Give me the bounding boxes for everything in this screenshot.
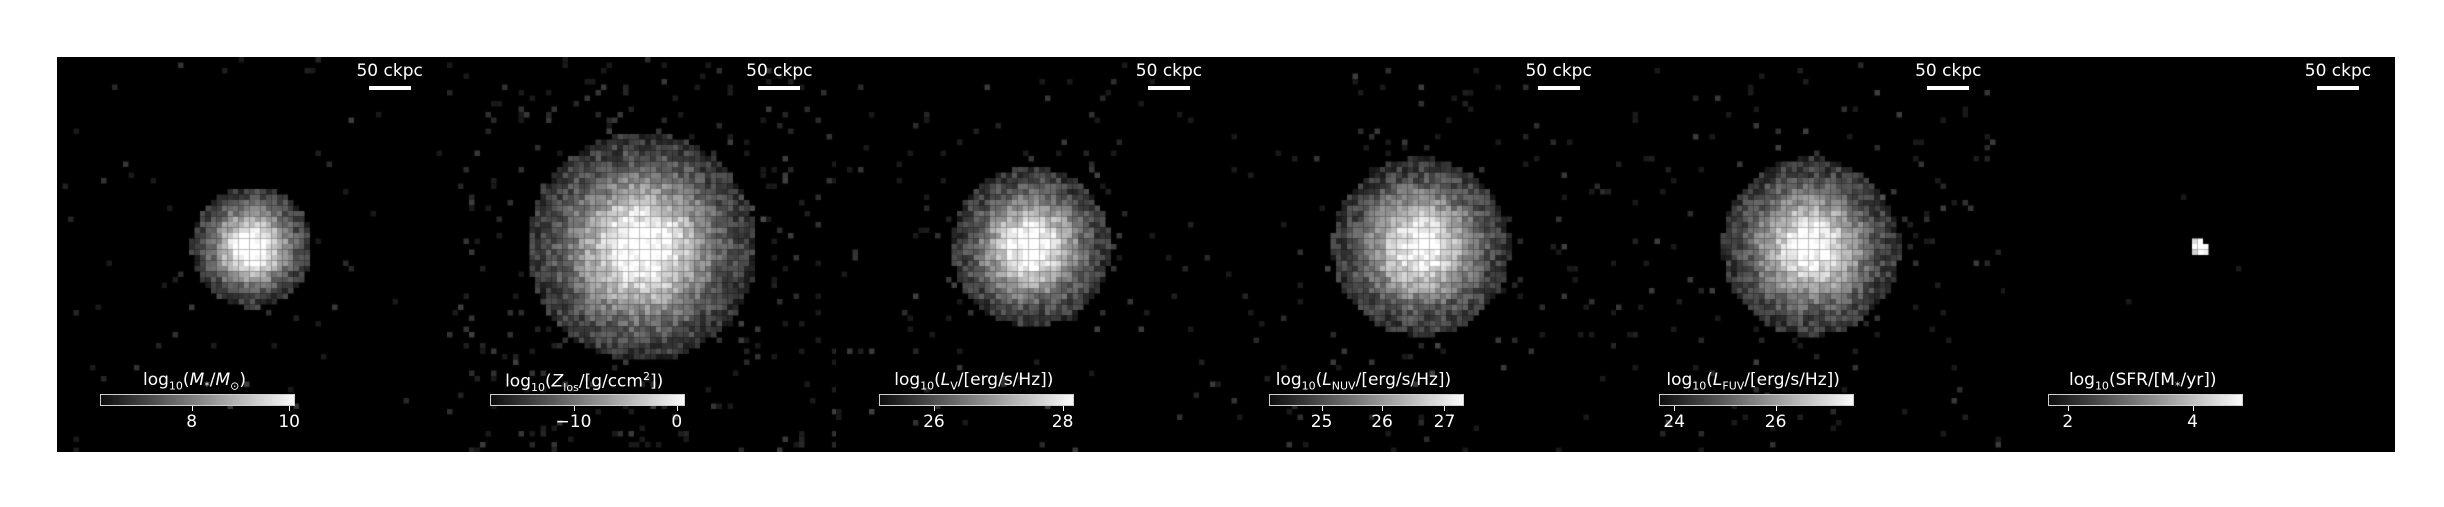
galaxy-image (2005, 57, 2395, 452)
scale-bar-line (1927, 86, 1970, 90)
scale-bar: 50 ckpc (2303, 61, 2373, 90)
colorbar-label: log10(LV/[erg/s/Hz]) (894, 370, 1054, 393)
colorbar (100, 394, 295, 406)
scale-bar-line (1537, 86, 1580, 90)
colorbar-tick-label: −10 (555, 412, 592, 432)
scale-bar-line (368, 86, 411, 90)
map-panel-lfuv: 50 ckpc log10(LFUV/[erg/s/Hz]) 24 26 (1615, 57, 2006, 452)
map-panel-lv: 50 ckpc log10(LV/[erg/s/Hz]) 26 28 (836, 57, 1226, 452)
colorbar (2048, 394, 2244, 406)
scale-bar-label: 50 ckpc (1525, 61, 1592, 81)
colorbar-tick (1062, 406, 1064, 411)
colorbar-tick-label: 25 (1310, 412, 1333, 432)
colorbar-tick (933, 406, 935, 411)
map-panel-sfr: 50 ckpc log10(SFR/[M*/yr]) 2 4 (2005, 57, 2395, 452)
colorbar (1658, 394, 1854, 406)
scale-bar-label: 50 ckpc (1135, 61, 1203, 81)
scale-bar-line (1147, 86, 1190, 90)
colorbar-label: log10(Zlos/[g/ccm2]) (505, 370, 664, 395)
scale-bar: 50 ckpc (744, 61, 814, 90)
scale-bar: 50 ckpc (1913, 61, 1983, 90)
scale-bar-label: 50 ckpc (1915, 61, 1982, 81)
colorbar-tick-label: 26 (1371, 412, 1393, 432)
scale-bar: 50 ckpc (1134, 61, 1204, 90)
galaxy-map-strip: 50 ckpc log10(M*/M⊙) 8 10 50 ckpc log10(Z… (57, 57, 2395, 452)
galaxy-image (836, 57, 1226, 452)
colorbar-tick (1382, 406, 1384, 411)
colorbar-label: log10(M*/M⊙) (143, 370, 246, 393)
colorbar-tick (2192, 406, 2194, 411)
map-panel-zlos: 50 ckpc log10(Zlos/[g/ccm2]) −10 0 (446, 57, 837, 452)
colorbar (1268, 394, 1464, 406)
scale-bar: 50 ckpc (1524, 61, 1594, 90)
colorbar-tick (191, 406, 193, 411)
colorbar-label: log10(SFR/[M*/yr]) (2069, 370, 2217, 393)
colorbar-tick (573, 406, 575, 411)
colorbar-tick (2067, 406, 2069, 411)
colorbar-tick (289, 406, 291, 411)
colorbar-tick-label: 10 (278, 412, 300, 432)
scale-bar-label: 50 ckpc (2304, 61, 2372, 81)
colorbar-label: log10(LFUV/[erg/s/Hz]) (1666, 370, 1840, 393)
colorbar-label: log10(LNUV/[erg/s/Hz]) (1275, 370, 1452, 393)
galaxy-image (446, 57, 837, 452)
galaxy-image (1615, 57, 2006, 452)
colorbar-tick (1321, 406, 1323, 411)
colorbar-tick-label: 2 (2062, 412, 2074, 432)
scale-bar-line (758, 86, 801, 90)
colorbar-tick-label: 26 (923, 412, 945, 432)
galaxy-image (1225, 57, 1616, 452)
colorbar-tick-label: 28 (1051, 412, 1074, 432)
map-panel-lnuv: 50 ckpc log10(LNUV/[erg/s/Hz]) 25 26 27 (1225, 57, 1616, 452)
colorbar-tick (1775, 406, 1777, 411)
colorbar-tick-label: 24 (1663, 412, 1686, 432)
scale-bar-label: 50 ckpc (356, 61, 423, 81)
colorbar-tick-label: 26 (1764, 412, 1787, 432)
colorbar-tick (676, 406, 678, 411)
scale-bar: 50 ckpc (355, 61, 425, 90)
galaxy-image (57, 57, 447, 452)
map-panel-mstar: 50 ckpc log10(M*/M⊙) 8 10 (57, 57, 447, 452)
colorbar-tick-label: 8 (186, 412, 198, 432)
colorbar-tick-label: 4 (2187, 412, 2198, 432)
scale-bar-line (2316, 86, 2359, 90)
colorbar (489, 394, 685, 406)
colorbar-tick-label: 0 (671, 412, 683, 432)
scale-bar-label: 50 ckpc (746, 61, 813, 81)
colorbar-tick (1674, 406, 1676, 411)
colorbar (879, 394, 1075, 406)
colorbar-tick-label: 27 (1433, 412, 1456, 432)
colorbar-tick (1444, 406, 1446, 411)
